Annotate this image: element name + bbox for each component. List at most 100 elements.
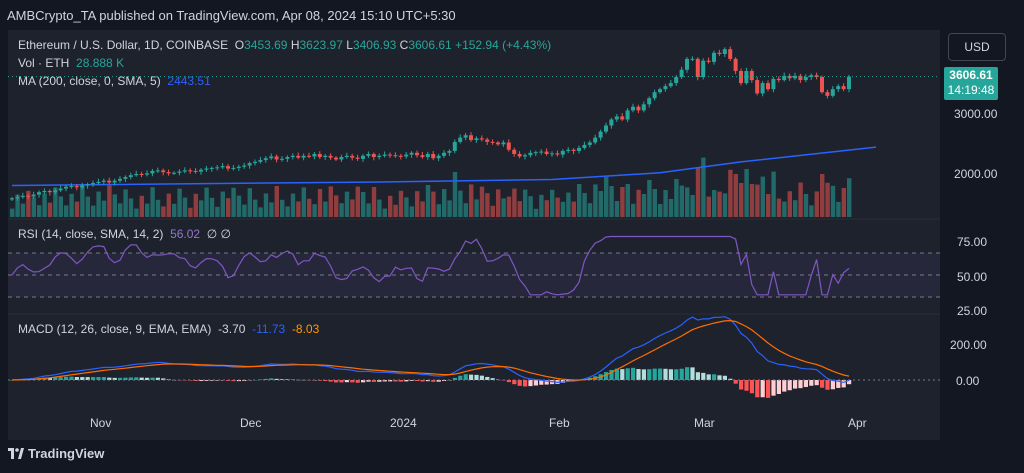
candle-body (258, 160, 263, 162)
volume-bar (382, 208, 387, 217)
macd-histogram-bar (58, 377, 63, 380)
candle-body (566, 149, 571, 151)
volume-bar (20, 203, 26, 217)
volume-bar (539, 194, 544, 217)
candle-body (382, 154, 387, 156)
macd-histogram-bar (760, 380, 765, 398)
macd-histogram-bar (647, 369, 652, 380)
volume-bar (404, 197, 409, 217)
candle-body (47, 190, 52, 193)
macd-histogram-bar (776, 380, 781, 394)
candle-body (339, 157, 344, 160)
volume-bar (809, 205, 814, 217)
volume-bar (263, 193, 269, 217)
macd-histogram-bar (485, 376, 490, 380)
publisher-info: AMBCrypto_TA published on TradingView.co… (7, 8, 456, 23)
macd-histogram-bar (539, 380, 544, 385)
candle-body (155, 170, 160, 172)
macd-histogram-bar (544, 380, 549, 385)
macd-histogram-bar (820, 380, 825, 388)
volume-bar (296, 201, 301, 217)
volume-bar (523, 189, 528, 217)
volume-bar (706, 196, 711, 217)
footer-brand[interactable]: TradingView (8, 446, 104, 461)
symbol-title[interactable]: Ethereum / U.S. Dollar, 1D, COINBASE (18, 38, 229, 52)
volume-bar (334, 195, 339, 217)
volume-bar (236, 195, 242, 217)
volume-bar (652, 189, 657, 217)
candle-body (307, 155, 311, 157)
volume-bar (393, 204, 398, 217)
volume-bar (782, 201, 787, 217)
candle-body (593, 137, 598, 143)
macd-legend: MACD (12, 26, close, 9, EMA, EMA) -3.70 … (18, 322, 319, 336)
volume-bar (188, 207, 193, 217)
volume-bar (793, 200, 798, 217)
candle-body (96, 181, 101, 184)
macd-histogram-bar (112, 377, 117, 380)
volume-bar (361, 192, 366, 217)
volume-bar (177, 188, 182, 217)
candle-body (355, 157, 360, 159)
volume-bar (339, 203, 344, 217)
candle-body (728, 49, 733, 59)
volume-legend: Vol · ETH 28.888 K (18, 56, 124, 70)
macd-histogram-bar (528, 380, 533, 387)
macd-histogram-bar (690, 367, 695, 380)
volume-bar (776, 198, 782, 217)
macd-histogram-bar (749, 380, 754, 394)
macd-histogram-bar (452, 377, 457, 380)
candle-body (150, 170, 155, 174)
volume-bar (728, 169, 733, 217)
volume-bar (274, 186, 279, 217)
volume-bar (717, 191, 722, 217)
candle-body (172, 172, 176, 174)
macd-histogram-bar (830, 380, 835, 390)
volume-bar (398, 190, 404, 217)
macd-histogram-bar (398, 380, 403, 382)
currency-button[interactable]: USD (948, 33, 1006, 61)
candle-body (166, 172, 171, 174)
candle-body (101, 180, 106, 182)
candle-body (177, 171, 182, 173)
candle-body (755, 80, 760, 94)
ma-label[interactable]: MA (200, close, 0, SMA, 5) (18, 74, 161, 88)
volume-bar (814, 191, 819, 217)
macd-histogram-bar (258, 379, 263, 380)
macd-histogram-bar (523, 380, 528, 387)
macd-histogram-bar (625, 368, 630, 380)
candle-body (506, 142, 511, 150)
candle-body (614, 116, 619, 120)
macd-histogram-bar (334, 380, 339, 383)
macd-histogram-bar (209, 380, 214, 381)
volume-bar (452, 172, 458, 217)
macd-histogram-bar (512, 380, 517, 385)
volume-bar (695, 168, 701, 217)
y-tick-2000: 2000.00 (954, 167, 998, 181)
volume-label[interactable]: Vol · ETH (18, 56, 70, 70)
candle-body (550, 153, 554, 155)
candle-body (825, 92, 830, 96)
volume-bar (463, 203, 468, 217)
candle-body (361, 155, 365, 159)
volume-bar (355, 186, 360, 217)
candle-body (350, 155, 355, 158)
volume-bar (566, 192, 571, 217)
macd-histogram-bar (280, 379, 285, 380)
volume-bar (550, 189, 555, 217)
macd-histogram-bar (636, 369, 641, 380)
macd-histogram-bar (744, 380, 749, 391)
candle-body (312, 154, 317, 157)
volume-bar (577, 184, 582, 217)
candle-body (371, 154, 376, 158)
volume-bar (485, 193, 490, 217)
macd-histogram-bar (825, 380, 830, 390)
rsi-label[interactable]: RSI (14, close, SMA, 14, 2) (18, 227, 164, 241)
open-label: O (234, 38, 245, 52)
candle-body (377, 155, 382, 158)
candle-body (452, 141, 457, 151)
macd-histogram-bar (506, 380, 511, 383)
macd-tick-0: 0.00 (956, 374, 980, 388)
macd-label[interactable]: MACD (12, 26, close, 9, EMA, EMA) (18, 322, 212, 336)
